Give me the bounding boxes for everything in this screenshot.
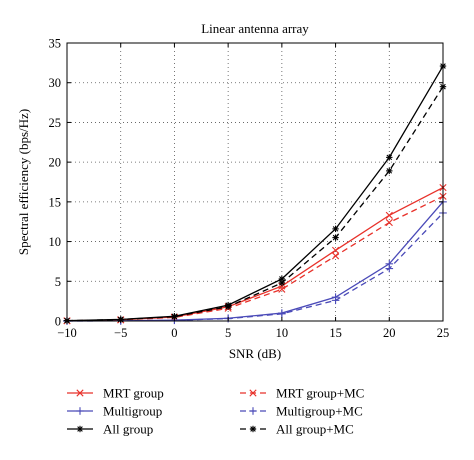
- series-line: [66, 212, 444, 322]
- y-tick-label: 25: [49, 116, 62, 130]
- legend-label: All group+MC: [276, 422, 354, 437]
- legend-item: All group+MC: [240, 422, 354, 437]
- x-tick-label: 0: [171, 326, 177, 340]
- legend-marker: [76, 407, 84, 415]
- data-point: [332, 225, 339, 233]
- series-all-group: [63, 62, 447, 324]
- series-line: [66, 65, 444, 322]
- legend-item: Multigroup: [67, 404, 162, 419]
- chart-title: Linear antenna array: [201, 21, 309, 36]
- data-point: [331, 296, 340, 305]
- data-point: [224, 303, 232, 310]
- legend-item: Multigroup+MC: [240, 404, 363, 419]
- legend-label: All group: [103, 422, 153, 437]
- legend-marker: [76, 425, 84, 433]
- series-multigroup: [63, 198, 447, 325]
- data-point: [386, 154, 393, 161]
- x-tick-label: 10: [276, 326, 289, 340]
- ticks: −10 −5 0 5 10 15 20 25 0 5 10 15 20 25 30 35: [49, 37, 450, 341]
- legend-marker: [249, 389, 257, 397]
- series-all-group-mc: [63, 83, 447, 324]
- plot-frame: [66, 42, 444, 322]
- data-point: [385, 218, 393, 227]
- data-point: [278, 285, 286, 293]
- data-point: [385, 211, 393, 219]
- data-point: [278, 279, 286, 287]
- grid: [67, 43, 443, 321]
- series-line: [66, 86, 444, 322]
- data-point: [386, 167, 393, 175]
- y-tick-label: 15: [49, 195, 62, 209]
- legend-item: All group: [67, 422, 153, 437]
- y-tick-label: 5: [55, 275, 61, 289]
- x-axis-label: SNR (dB): [229, 346, 281, 361]
- data-point: [171, 313, 178, 320]
- legend-label: Multigroup: [103, 404, 162, 419]
- legend-label: Multigroup+MC: [276, 404, 363, 419]
- legend-item: MRT group: [67, 386, 164, 401]
- data-point: [331, 252, 340, 260]
- legend-marker: [249, 425, 257, 433]
- y-tick-label: 35: [49, 37, 62, 51]
- legend: MRT group MRT group+MC Multigroup Multigrou…: [67, 386, 364, 437]
- y-tick-label: 0: [55, 315, 61, 329]
- series-line: [66, 186, 444, 322]
- data-point: [332, 234, 339, 241]
- data-point: [278, 310, 286, 318]
- data-point: [385, 264, 394, 273]
- legend-label: MRT group+MC: [276, 386, 364, 401]
- y-tick-label: 10: [49, 235, 62, 249]
- y-tick-label: 20: [49, 156, 62, 170]
- series-mrt-group-mc: [63, 192, 447, 325]
- x-tick-label: 5: [225, 326, 231, 340]
- x-tick-label: 20: [383, 326, 396, 340]
- legend-marker: [76, 389, 84, 397]
- data-point: [331, 246, 340, 254]
- legend-marker: [249, 407, 257, 415]
- y-axis-label: Spectral efficiency (bps/Hz): [16, 109, 31, 255]
- legend-label: MRT group: [103, 386, 164, 401]
- series-layer: [63, 62, 447, 325]
- series-line: [66, 195, 444, 322]
- series-mrt-group: [63, 183, 447, 325]
- y-tick-label: 30: [49, 76, 62, 90]
- x-tick-label: 15: [329, 326, 342, 340]
- x-tick-label: −10: [57, 326, 77, 340]
- x-tick-label: 25: [437, 326, 450, 340]
- x-tick-label: −5: [114, 326, 127, 340]
- legend-item: MRT group+MC: [240, 386, 364, 401]
